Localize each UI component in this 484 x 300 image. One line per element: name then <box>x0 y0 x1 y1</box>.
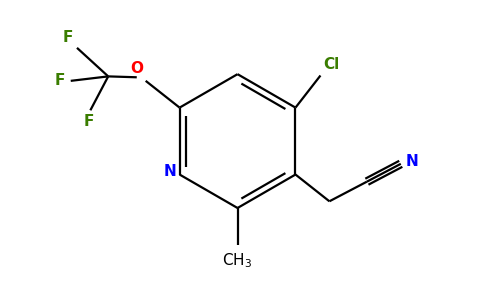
Text: F: F <box>63 30 74 45</box>
Text: Cl: Cl <box>323 57 339 72</box>
Text: O: O <box>130 61 143 76</box>
Text: N: N <box>163 164 176 179</box>
Text: CH$_3$: CH$_3$ <box>223 252 253 270</box>
Text: N: N <box>405 154 418 169</box>
Text: F: F <box>83 114 94 129</box>
Text: F: F <box>55 74 65 88</box>
